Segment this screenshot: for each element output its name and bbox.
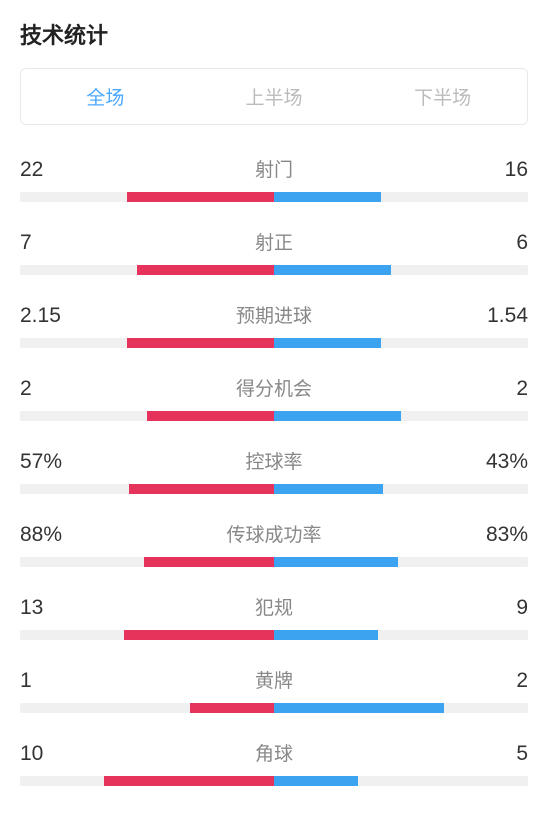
stat-row: 1黄牌2 [20, 666, 528, 713]
stat-row: 88%传球成功率83% [20, 520, 528, 567]
stat-left-value: 22 [20, 158, 80, 182]
stat-left-value: 57% [20, 450, 80, 474]
stat-right-value: 6 [468, 231, 528, 255]
stat-right-value: 1.54 [468, 304, 528, 328]
stat-header: 2.15预期进球1.54 [20, 301, 528, 328]
bar-right-fill [274, 411, 401, 421]
bar-left-fill [190, 703, 274, 713]
stat-header: 1黄牌2 [20, 666, 528, 693]
stat-right-value: 43% [468, 450, 528, 474]
bar-left-half [20, 484, 274, 494]
stat-left-value: 7 [20, 231, 80, 255]
bar-right-half [274, 630, 528, 640]
stat-row: 10角球5 [20, 739, 528, 786]
stat-bar [20, 484, 528, 494]
stat-bar [20, 557, 528, 567]
stat-bar [20, 265, 528, 275]
bar-left-fill [129, 484, 274, 494]
stat-left-value: 88% [20, 523, 80, 547]
stat-left-value: 2.15 [20, 304, 80, 328]
stat-label: 控球率 [80, 447, 468, 474]
stat-row: 7射正6 [20, 228, 528, 275]
stat-right-value: 16 [468, 158, 528, 182]
bar-left-half [20, 338, 274, 348]
stats-list: 22射门167射正62.15预期进球1.542得分机会257%控球率43%88%… [20, 155, 528, 786]
stat-right-value: 2 [468, 377, 528, 401]
bar-left-half [20, 703, 274, 713]
bar-right-half [274, 411, 528, 421]
stat-header: 2得分机会2 [20, 374, 528, 401]
bar-right-half [274, 703, 528, 713]
bar-right-half [274, 338, 528, 348]
bar-left-half [20, 557, 274, 567]
bar-left-fill [127, 338, 274, 348]
bar-left-fill [137, 265, 274, 275]
bar-right-half [274, 192, 528, 202]
bar-left-half [20, 411, 274, 421]
stat-label: 射正 [80, 228, 468, 255]
bar-left-fill [147, 411, 274, 421]
bar-right-fill [274, 265, 391, 275]
bar-left-half [20, 265, 274, 275]
stat-label: 预期进球 [80, 301, 468, 328]
bar-left-fill [127, 192, 274, 202]
stat-right-value: 9 [468, 596, 528, 620]
stat-bar [20, 338, 528, 348]
bar-right-fill [274, 557, 398, 567]
period-tabs: 全场上半场下半场 [20, 68, 528, 125]
stat-header: 13犯规9 [20, 593, 528, 620]
bar-left-half [20, 630, 274, 640]
stat-bar [20, 192, 528, 202]
bar-right-fill [274, 703, 444, 713]
stat-label: 射门 [80, 155, 468, 182]
stat-row: 57%控球率43% [20, 447, 528, 494]
stat-row: 13犯规9 [20, 593, 528, 640]
stat-header: 22射门16 [20, 155, 528, 182]
bar-right-half [274, 484, 528, 494]
stat-header: 88%传球成功率83% [20, 520, 528, 547]
stat-left-value: 2 [20, 377, 80, 401]
stat-bar [20, 703, 528, 713]
stat-header: 10角球5 [20, 739, 528, 766]
stat-left-value: 13 [20, 596, 80, 620]
stat-row: 2.15预期进球1.54 [20, 301, 528, 348]
tab-0[interactable]: 全场 [21, 69, 190, 124]
bar-right-fill [274, 338, 381, 348]
stat-label: 黄牌 [80, 666, 468, 693]
bar-right-fill [274, 484, 383, 494]
bar-left-half [20, 192, 274, 202]
bar-right-half [274, 557, 528, 567]
stat-label: 角球 [80, 739, 468, 766]
section-title: 技术统计 [20, 18, 528, 50]
stat-right-value: 83% [468, 523, 528, 547]
stat-row: 22射门16 [20, 155, 528, 202]
stat-header: 57%控球率43% [20, 447, 528, 474]
bar-left-fill [144, 557, 274, 567]
bar-right-half [274, 265, 528, 275]
stat-left-value: 1 [20, 669, 80, 693]
tab-2[interactable]: 下半场 [358, 69, 527, 124]
stat-bar [20, 630, 528, 640]
stat-label: 得分机会 [80, 374, 468, 401]
bar-right-fill [274, 192, 381, 202]
stat-right-value: 2 [468, 669, 528, 693]
bar-left-fill [124, 630, 274, 640]
stat-label: 犯规 [80, 593, 468, 620]
bar-right-fill [274, 630, 378, 640]
stat-right-value: 5 [468, 742, 528, 766]
stat-row: 2得分机会2 [20, 374, 528, 421]
stat-label: 传球成功率 [80, 520, 468, 547]
tab-1[interactable]: 上半场 [190, 69, 359, 124]
stat-header: 7射正6 [20, 228, 528, 255]
stat-left-value: 10 [20, 742, 80, 766]
stat-bar [20, 411, 528, 421]
